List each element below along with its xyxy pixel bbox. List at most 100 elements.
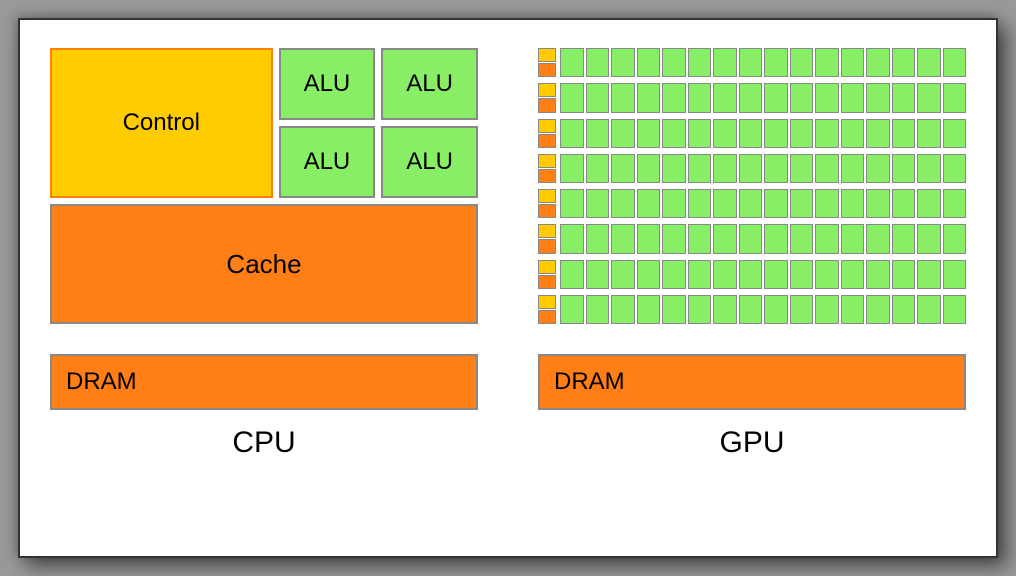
- gpu-control-top: [538, 260, 556, 274]
- gpu-core: [662, 189, 686, 218]
- gpu-core: [917, 260, 941, 289]
- gpu-core: [764, 154, 788, 183]
- gpu-control-top: [538, 295, 556, 309]
- gpu-row-control: [538, 48, 556, 77]
- gpu-core: [866, 83, 890, 112]
- gpu-core: [917, 295, 941, 324]
- gpu-core: [586, 295, 610, 324]
- gpu-core: [586, 224, 610, 253]
- cpu-top-row: Control ALUALUALUALU: [50, 48, 478, 198]
- gpu-column: DRAM GPU: [538, 48, 966, 538]
- gpu-control-top: [538, 189, 556, 203]
- gpu-row-control: [538, 83, 556, 112]
- cpu-alu-block: ALU: [279, 126, 376, 198]
- gpu-core: [560, 48, 584, 77]
- gpu-core: [739, 295, 763, 324]
- gpu-control-bottom: [538, 169, 556, 183]
- gpu-row-control: [538, 189, 556, 218]
- gpu-row: [538, 48, 966, 77]
- cpu-alu-block: ALU: [381, 48, 478, 120]
- gpu-row: [538, 154, 966, 183]
- gpu-core: [866, 224, 890, 253]
- gpu-core: [841, 189, 865, 218]
- gpu-core: [560, 260, 584, 289]
- gpu-core: [637, 119, 661, 148]
- gpu-core: [688, 154, 712, 183]
- gpu-core: [586, 260, 610, 289]
- gpu-dram-block: DRAM: [538, 354, 966, 410]
- gpu-core: [713, 48, 737, 77]
- cpu-cache-label: Cache: [226, 249, 301, 280]
- gpu-core: [611, 295, 635, 324]
- gpu-core: [713, 154, 737, 183]
- gpu-core: [841, 295, 865, 324]
- gpu-core: [943, 83, 967, 112]
- gpu-row-control: [538, 119, 556, 148]
- gpu-core: [892, 224, 916, 253]
- gpu-core-strip: [560, 83, 966, 112]
- cpu-title: CPU: [50, 426, 478, 460]
- columns: Control ALUALUALUALU Cache DRAM CPU DRAM…: [50, 48, 966, 538]
- gpu-dram-label: DRAM: [554, 368, 625, 396]
- gpu-core: [688, 119, 712, 148]
- gpu-core: [688, 48, 712, 77]
- gpu-core: [866, 260, 890, 289]
- gpu-core: [790, 83, 814, 112]
- gpu-control-top: [538, 48, 556, 62]
- gpu-core: [841, 83, 865, 112]
- gpu-core: [764, 48, 788, 77]
- gpu-core: [662, 83, 686, 112]
- cpu-dram-block: DRAM: [50, 354, 478, 410]
- gpu-core-strip: [560, 154, 966, 183]
- gpu-core: [637, 83, 661, 112]
- gpu-core: [713, 83, 737, 112]
- gpu-core: [790, 295, 814, 324]
- gpu-core: [739, 189, 763, 218]
- gpu-core: [611, 224, 635, 253]
- gpu-control-top: [538, 154, 556, 168]
- cpu-column: Control ALUALUALUALU Cache DRAM CPU: [50, 48, 478, 538]
- cpu-control-label: Control: [123, 109, 200, 137]
- gpu-core: [713, 260, 737, 289]
- gpu-core: [790, 189, 814, 218]
- gpu-control-bottom: [538, 98, 556, 112]
- gpu-core: [815, 189, 839, 218]
- gpu-core: [841, 119, 865, 148]
- gpu-core: [662, 48, 686, 77]
- cpu-control-block: Control: [50, 48, 273, 198]
- gpu-core: [662, 260, 686, 289]
- gpu-core: [637, 48, 661, 77]
- gpu-core: [662, 119, 686, 148]
- gpu-core: [688, 295, 712, 324]
- gpu-core: [764, 83, 788, 112]
- gpu-core: [611, 48, 635, 77]
- gpu-core: [611, 119, 635, 148]
- gpu-row: [538, 119, 966, 148]
- gpu-title: GPU: [538, 426, 966, 460]
- gpu-row-control: [538, 224, 556, 253]
- gpu-core: [611, 189, 635, 218]
- gpu-core: [586, 154, 610, 183]
- gpu-core: [943, 119, 967, 148]
- gpu-core: [892, 260, 916, 289]
- gpu-control-bottom: [538, 239, 556, 253]
- gpu-core: [560, 119, 584, 148]
- gpu-core: [917, 119, 941, 148]
- gpu-core: [688, 260, 712, 289]
- gpu-core-strip: [560, 189, 966, 218]
- gpu-row: [538, 83, 966, 112]
- gpu-core: [764, 224, 788, 253]
- gpu-core: [943, 295, 967, 324]
- gpu-core: [892, 48, 916, 77]
- gpu-control-bottom: [538, 310, 556, 324]
- gpu-core: [637, 224, 661, 253]
- gpu-row: [538, 295, 966, 324]
- gpu-core: [866, 295, 890, 324]
- gpu-core: [764, 189, 788, 218]
- gpu-core: [560, 295, 584, 324]
- gpu-core: [841, 224, 865, 253]
- gpu-core: [611, 83, 635, 112]
- gpu-core: [815, 83, 839, 112]
- gpu-core: [866, 119, 890, 148]
- gpu-row: [538, 260, 966, 289]
